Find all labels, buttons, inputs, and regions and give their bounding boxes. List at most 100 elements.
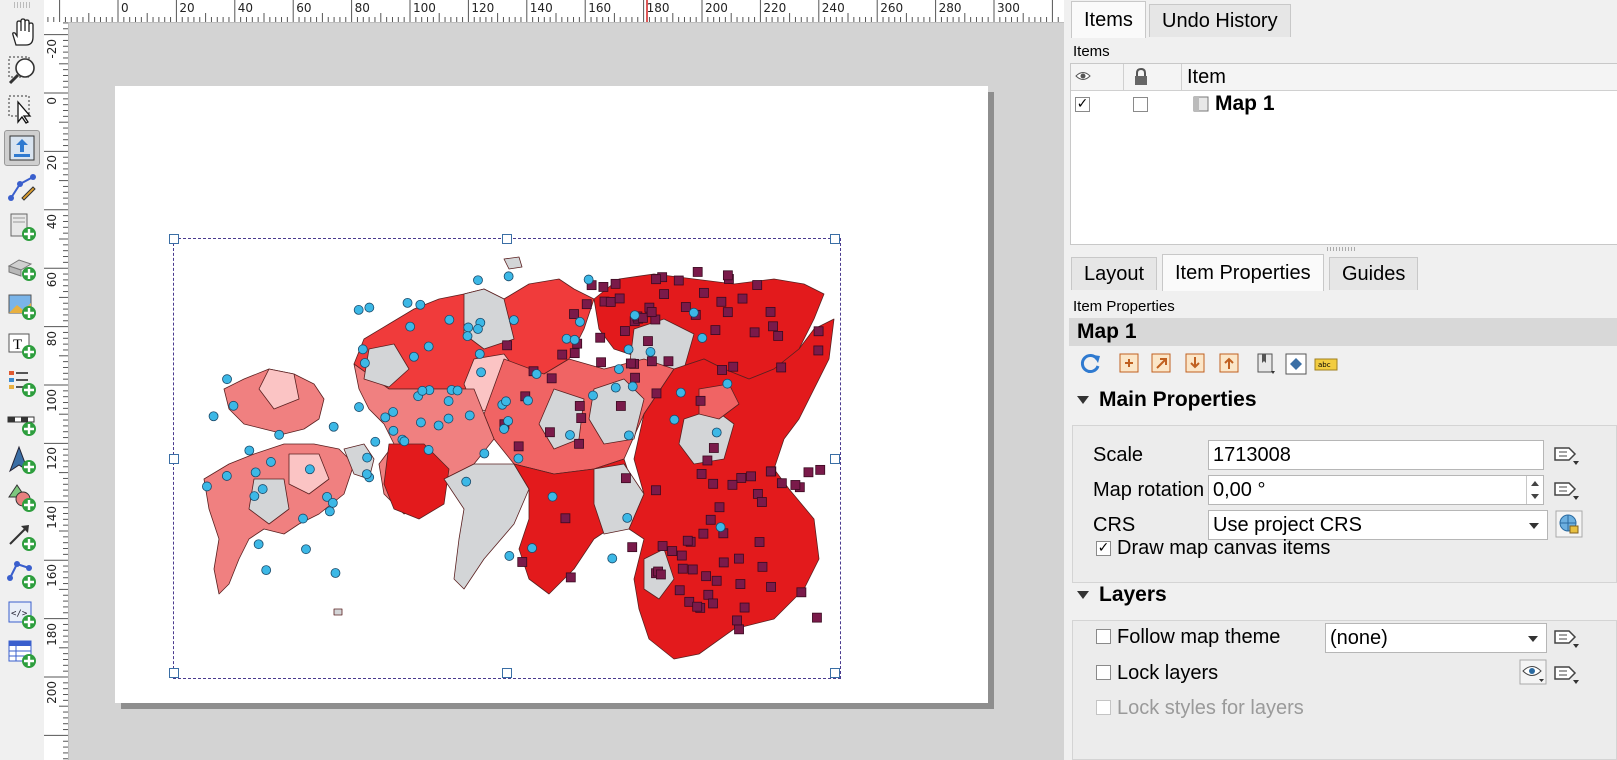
bookmark-icon[interactable] [1253,351,1279,377]
map-point-square [790,480,801,490]
add-label-icon[interactable]: T [5,328,39,362]
add-3d-map-icon[interactable] [5,250,39,284]
set-scale-from-canvas-icon[interactable] [1183,351,1209,377]
draw-canvas-items-checkbox[interactable]: ✓ [1096,540,1111,556]
add-map-icon[interactable] [5,210,39,244]
item-visible-checkbox[interactable]: ✓ [1075,96,1090,112]
map-point-circle [463,322,474,333]
toolbar-grip[interactable] [14,2,30,8]
tab-item-properties[interactable]: Item Properties [1162,254,1324,291]
resize-handle-right[interactable] [830,454,840,464]
map-theme-select[interactable]: (none) [1325,623,1547,653]
crs-select[interactable]: Use project CRS [1208,510,1548,540]
map-point-circle [645,347,656,357]
tab-undo-history[interactable]: Undo History [1149,4,1291,37]
add-legend-icon[interactable] [5,366,39,400]
label-settings-icon[interactable]: abc [1313,351,1339,377]
map-point-square [699,287,709,298]
visibility-presets-eye-icon[interactable] [1519,659,1547,685]
resize-handle-top[interactable] [502,234,512,244]
map-item[interactable] [169,234,841,679]
zoom-icon[interactable] [5,53,39,87]
map-point-square [708,478,719,489]
follow-map-theme-checkbox[interactable] [1096,629,1111,644]
select-move-item-icon[interactable] [5,92,39,126]
data-defined-override-icon[interactable] [1553,444,1581,466]
tab-layout[interactable]: Layout [1071,257,1158,290]
map-point-circle [629,310,640,321]
map-point-circle [253,539,264,550]
vertical-ruler[interactable]: -20 0 20 40 60 80 100 120 140 160 180 200 [44,22,69,760]
set-extent-from-canvas-icon[interactable] [1117,351,1143,377]
data-defined-override-icon[interactable] [1553,479,1581,501]
map-point-circle [444,314,455,325]
edit-nodes-icon[interactable] [5,170,39,204]
lock-styles-checkbox[interactable] [1096,700,1111,715]
tab-guides[interactable]: Guides [1329,257,1419,290]
ruler-tick-label: 60 [45,272,59,288]
main-properties-heading: Main Properties [1099,388,1257,411]
resize-handle-bottom[interactable] [502,668,512,678]
rotation-spinbox-arrows[interactable] [1526,476,1543,504]
visibility-eye-icon[interactable] [1075,70,1091,82]
map-point-circle [364,302,375,313]
layout-canvas[interactable] [69,23,1064,760]
map-point-circle [508,315,519,326]
select-crs-globe-icon[interactable] [1555,510,1583,538]
resize-handle-left[interactable] [169,454,179,464]
add-north-arrow-icon[interactable] [5,443,39,477]
map-rotation-value: 0,00 ° [1213,479,1266,501]
main-properties-header[interactable]: Main Properties [1069,385,1617,417]
resize-handle-top-left[interactable] [169,234,179,244]
chevron-down-icon [1529,523,1539,529]
map-point-circle [399,436,410,447]
layers-header[interactable]: Layers [1069,580,1617,612]
add-html-icon[interactable]: </> [5,598,39,632]
map-point-square [605,297,616,307]
map-point-square [813,345,824,356]
map-point-square [722,270,733,281]
add-attribute-table-icon[interactable] [5,637,39,671]
horizontal-ruler[interactable]: 0 20 40 60 80 100 120 140 160 180 200 220 240 260 280 3… [44,0,1064,23]
data-defined-override-icon[interactable] [1553,627,1581,649]
lock-icon[interactable] [1133,68,1149,86]
splitter-grip[interactable] [1327,247,1357,251]
item-name[interactable]: Map 1 [1215,92,1275,115]
lock-layers-checkbox[interactable] [1096,665,1111,680]
map-point-circle [461,476,472,487]
set-canvas-scale-icon[interactable] [1217,351,1243,377]
refresh-preview-icon[interactable] [1077,351,1103,377]
table-row[interactable]: ✓ Map 1 [1071,91,1617,119]
add-node-item-icon[interactable] [5,558,39,592]
add-arrow-icon[interactable] [5,520,39,554]
resize-handle-top-right[interactable] [830,234,840,244]
tab-items[interactable]: Items [1071,1,1146,38]
item-lock-checkbox[interactable] [1133,97,1148,112]
data-defined-override-icon[interactable] [1553,663,1581,685]
collapse-icon[interactable] [1077,396,1089,405]
ruler-tick-label: 0 [45,97,59,105]
view-extent-in-canvas-icon[interactable] [1149,351,1175,377]
map-point-square [674,585,685,596]
resize-handle-bottom-left[interactable] [169,668,179,678]
map-point-circle [266,457,276,467]
add-picture-icon[interactable] [5,289,39,323]
layout-page[interactable] [115,86,988,703]
map-rotation-input[interactable]: 0,00 ° [1208,475,1544,505]
item-column-header[interactable]: Item [1187,66,1226,88]
resize-handle-bottom-right[interactable] [830,668,840,678]
move-item-content-icon[interactable] [4,130,40,166]
add-shape-icon[interactable] [5,481,39,515]
atlas-label-settings-icon[interactable] [1283,351,1309,377]
add-scalebar-icon[interactable] [5,405,39,439]
map-theme-value: (none) [1330,627,1388,649]
map-point-square [705,514,716,525]
map-point-circle [423,445,434,455]
pan-layout-icon[interactable] [5,16,39,50]
items-tree[interactable]: Item ✓ Map 1 [1070,63,1617,245]
map-point-square [569,309,579,319]
scale-input[interactable]: 1713008 [1208,440,1544,470]
map-point-circle [623,344,634,355]
map-point-circle [583,274,594,285]
collapse-icon[interactable] [1077,591,1089,600]
